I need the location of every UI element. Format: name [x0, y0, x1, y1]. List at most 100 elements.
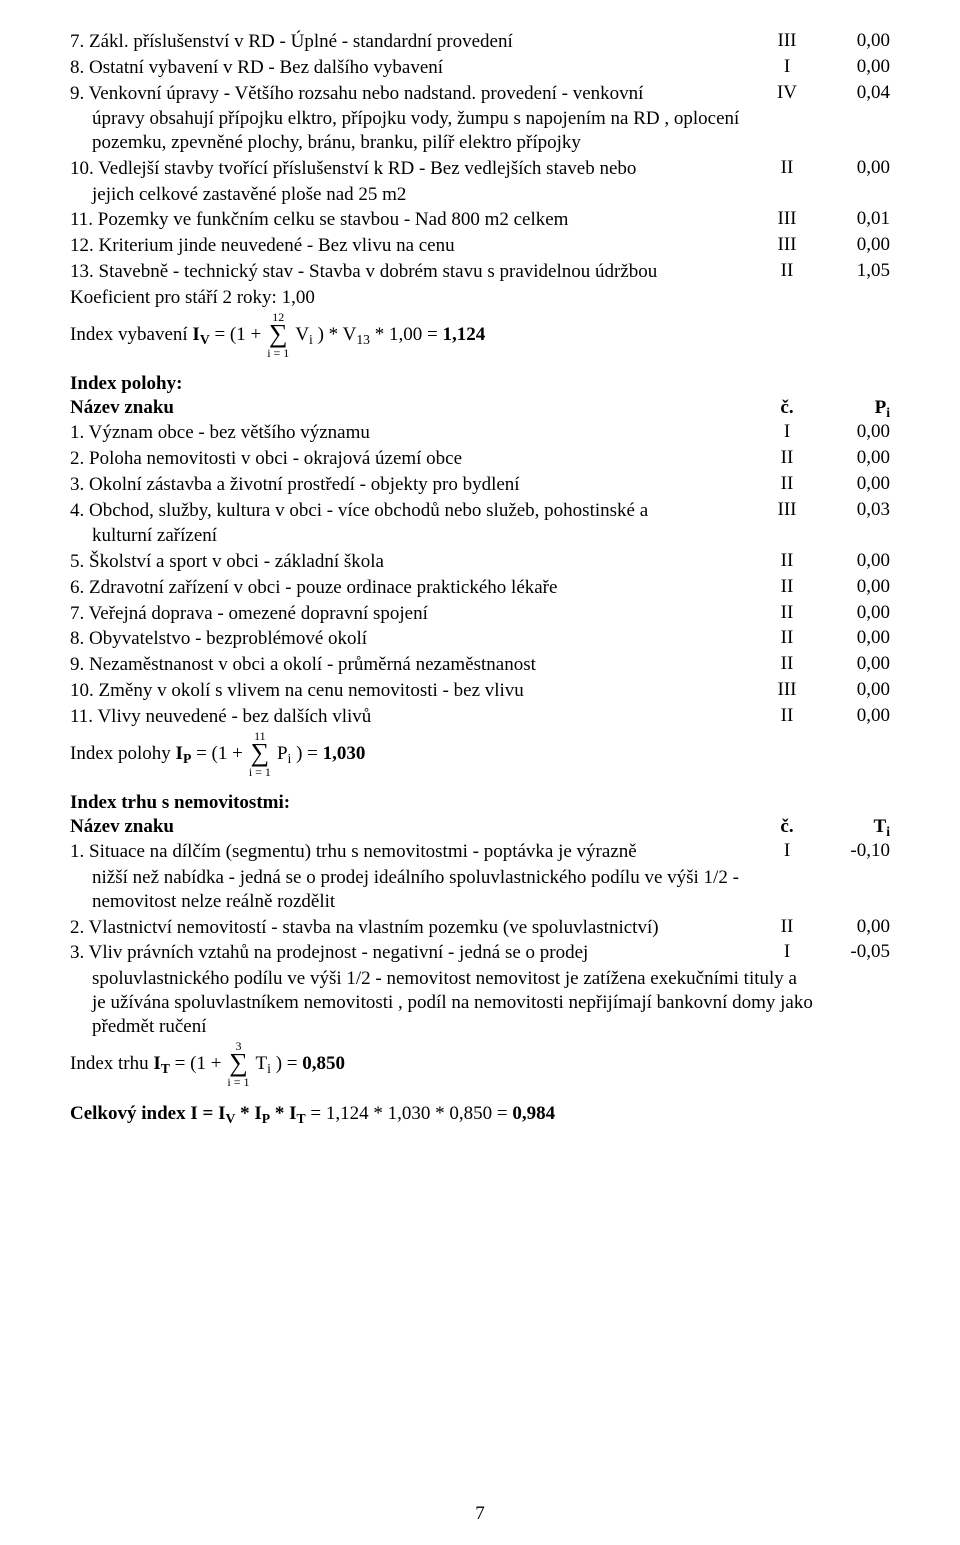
final-line: Celkový index I = IV * IP * IT = 1,124 *… — [70, 1102, 890, 1126]
result: 1,030 — [323, 743, 366, 764]
row-val: 0,00 — [810, 576, 890, 598]
row-text: 10. Změny v okolí s vlivem na cenu nemov… — [70, 679, 764, 703]
sigma-glyph: ∑ — [251, 740, 270, 766]
close: ) = — [271, 1053, 302, 1074]
row-val: 0,00 — [810, 30, 890, 52]
table-row: 13. Stavebně - technický stav - Stavba v… — [70, 260, 890, 284]
result: 0,850 — [302, 1053, 345, 1074]
row-val: 0,04 — [810, 82, 890, 104]
row-val: 0,00 — [810, 653, 890, 675]
sum-bot: i = 1 — [249, 766, 271, 778]
formula-label: Index polohy IP = (1 + — [70, 743, 243, 765]
row-col: II — [764, 602, 810, 624]
row-text: 7. Zákl. příslušenství v RD - Úplné - st… — [70, 30, 764, 54]
table-row: 4. Obchod, služby, kultura v obci - více… — [70, 499, 890, 523]
row-col: III — [764, 234, 810, 256]
row-val: -0,05 — [810, 941, 890, 963]
row-val: 1,05 — [810, 260, 890, 282]
row-col: II — [764, 653, 810, 675]
row-text: kulturní zařízení — [70, 524, 764, 548]
row-text: 1. Situace na dílčím (segmentu) trhu s n… — [70, 840, 764, 864]
tail-plain: * 1,00 = — [370, 324, 442, 345]
symbol: I — [176, 743, 183, 764]
th-t: Ti — [810, 816, 890, 838]
row-col: II — [764, 157, 810, 179]
eq-open: = (1 + — [170, 1053, 222, 1074]
row-text: 13. Stavebně - technický stav - Stavba v… — [70, 260, 764, 284]
final-tail: = 1,124 * 1,030 * 0,850 = — [306, 1103, 513, 1124]
row-col: II — [764, 916, 810, 938]
row-val: 0,00 — [810, 234, 890, 256]
table-row: 6. Zdravotní zařízení v obci - pouze ord… — [70, 576, 890, 600]
table-row: 3. Okolní zástavba a životní prostředí -… — [70, 473, 890, 497]
row-col: II — [764, 473, 810, 495]
row-text: 10. Vedlejší stavby tvořící příslušenstv… — [70, 157, 764, 181]
symbol: I — [153, 1053, 160, 1074]
row-val: 0,00 — [810, 473, 890, 495]
heading-trh: Index trhu s nemovitostmi: — [70, 792, 890, 814]
inner: V — [295, 324, 309, 345]
row-val: 0,00 — [810, 56, 890, 78]
inner-sub: i — [267, 1061, 271, 1076]
formula-label: Index vybavení IV = (1 + — [70, 324, 261, 346]
final-result: 0,984 — [512, 1103, 555, 1124]
th-name: Název znaku — [70, 816, 764, 838]
sigma-icon: 11 ∑ i = 1 — [249, 730, 271, 778]
table-row: 11. Vlivy neuvedené - bez dalších vlivůI… — [70, 705, 890, 729]
table-row: 9. Venkovní úpravy - Většího rozsahu neb… — [70, 82, 890, 106]
prefix: Index polohy — [70, 743, 176, 764]
table-row: 7. Veřejná doprava - omezené dopravní sp… — [70, 602, 890, 626]
symbol-sub: V — [200, 332, 210, 347]
row-text: 12. Kriterium jinde neuvedené - Bez vliv… — [70, 234, 764, 258]
inner: T — [256, 1053, 268, 1074]
table-head-trh: Název znaku č. Ti — [70, 816, 890, 838]
row-text: nižší než nabídka - jedná se o prodej id… — [70, 866, 794, 914]
symbol-sub: P — [183, 751, 191, 766]
row-col: II — [764, 260, 810, 282]
close-sub: 13 — [356, 332, 370, 347]
table-row: 11. Pozemky ve funkčním celku se stavbou… — [70, 208, 890, 232]
row-text: 2. Poloha nemovitosti v obci - okrajová … — [70, 447, 764, 471]
result: 1,124 — [442, 324, 485, 345]
row-text: 9. Nezaměstnanost v obci a okolí - průmě… — [70, 653, 764, 677]
final-s2: P — [262, 1111, 270, 1126]
row-val: 0,00 — [810, 916, 890, 938]
row-col: I — [764, 421, 810, 443]
close: ) = — [291, 743, 322, 764]
row-text: 6. Zdravotní zařízení v obci - pouze ord… — [70, 576, 764, 600]
row-val: 0,03 — [810, 499, 890, 521]
th-t-sub: i — [886, 824, 890, 839]
row-text: 8. Ostatní vybavení v RD - Bez dalšího v… — [70, 56, 764, 80]
row-col: II — [764, 705, 810, 727]
prefix: Index trhu — [70, 1053, 153, 1074]
row-col: II — [764, 550, 810, 572]
row-text: 1. Význam obce - bez většího významu — [70, 421, 764, 445]
table-row: 1. Význam obce - bez většího významuI0,0… — [70, 421, 890, 445]
formula-it: Index trhu IT = (1 + 3 ∑ i = 1 Ti ) = 0,… — [70, 1040, 890, 1088]
final-mid1: * I — [235, 1103, 261, 1124]
row-val: 0,00 — [810, 421, 890, 443]
row-text: 9. Venkovní úpravy - Většího rozsahu neb… — [70, 82, 764, 106]
table-row: nižší než nabídka - jedná se o prodej id… — [70, 866, 890, 914]
sigma-glyph: ∑ — [229, 1050, 248, 1076]
row-val: 0,00 — [810, 679, 890, 701]
row-val: 0,00 — [810, 157, 890, 179]
row-col: III — [764, 679, 810, 701]
top-rows: 7. Zákl. příslušenství v RD - Úplné - st… — [70, 30, 890, 284]
table-row: 8. Ostatní vybavení v RD - Bez dalšího v… — [70, 56, 890, 80]
heading-polohy: Index polohy: — [70, 373, 890, 395]
row-text: 8. Obyvatelstvo - bezproblémové okolí — [70, 627, 764, 651]
row-val: 0,00 — [810, 447, 890, 469]
table-row: 10. Změny v okolí s vlivem na cenu nemov… — [70, 679, 890, 703]
sigma-icon: 12 ∑ i = 1 — [267, 311, 289, 359]
th-t-main: T — [874, 816, 887, 837]
final-s3: T — [297, 1111, 306, 1126]
table-row: kulturní zařízení — [70, 524, 890, 548]
formula-iv: Index vybavení IV = (1 + 12 ∑ i = 1 Vi )… — [70, 311, 890, 359]
table-row: 12. Kriterium jinde neuvedené - Bez vliv… — [70, 234, 890, 258]
table-row: 3. Vliv právních vztahů na prodejnost - … — [70, 941, 890, 965]
row-text: 2. Vlastnictví nemovitostí - stavba na v… — [70, 916, 764, 940]
table-row: 9. Nezaměstnanost v obci a okolí - průmě… — [70, 653, 890, 677]
th-p-main: P — [875, 397, 887, 418]
page-number: 7 — [0, 1503, 960, 1525]
